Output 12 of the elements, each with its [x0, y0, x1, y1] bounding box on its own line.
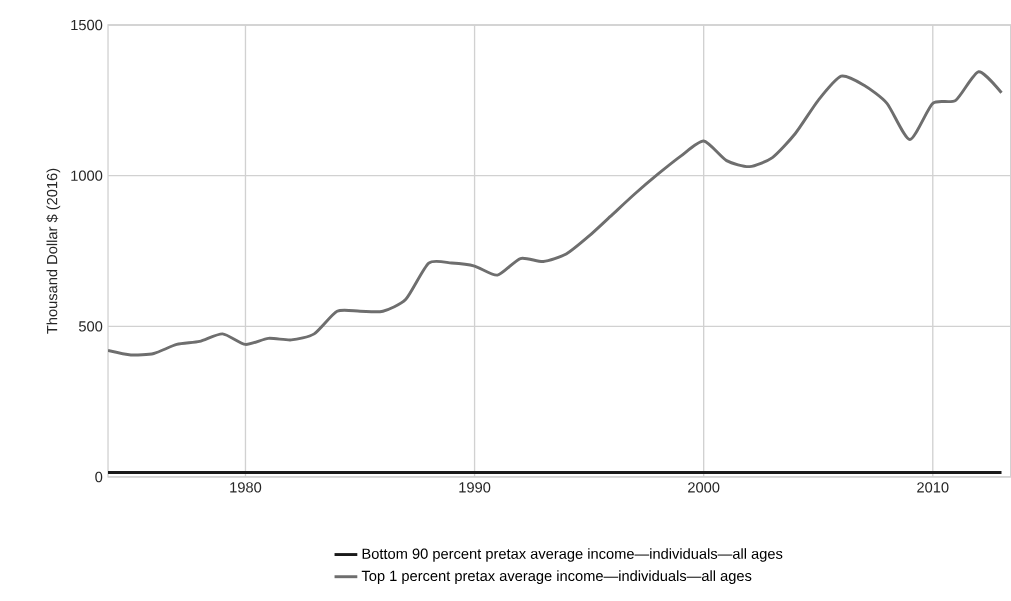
legend-label: Top 1 percent pretax average income—individuals—all ages	[361, 570, 752, 584]
y-tick-label: 1000	[71, 170, 103, 181]
x-tick-label: 1990	[459, 482, 491, 493]
line-series	[108, 70, 1003, 357]
x-tick-label: 2000	[688, 482, 720, 493]
legend-label: Bottom 90 percent pretax average income—individuals—all ages	[362, 548, 783, 562]
y-axis-title: Thousand Dollar $ (2016)	[46, 168, 61, 334]
y-tick-label: 500	[78, 321, 103, 332]
x-tick-label: 2010	[917, 482, 949, 493]
y-tick-label: 1500	[71, 19, 103, 31]
x-tick-label: 1980	[230, 482, 262, 493]
y-tick-label: 0	[95, 471, 103, 483]
